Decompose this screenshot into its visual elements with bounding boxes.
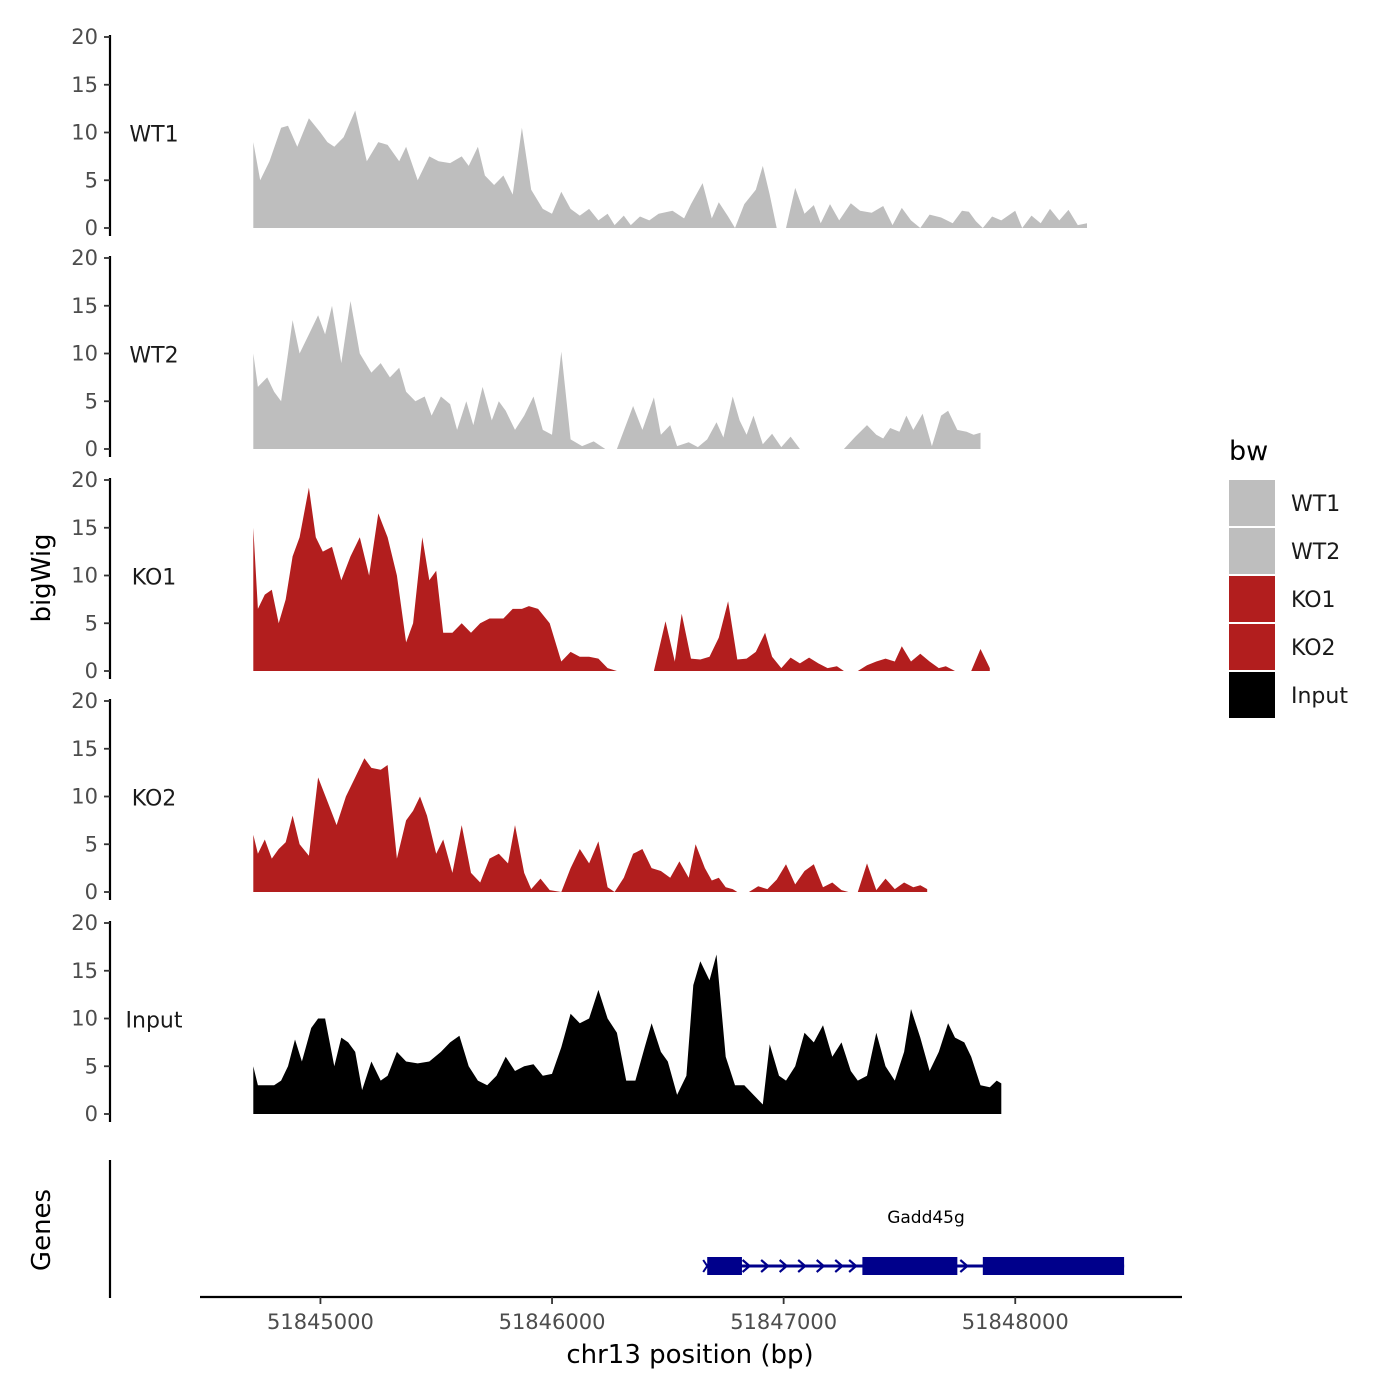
strand-arrow <box>959 1259 969 1273</box>
y-tick-label: 10 <box>71 1007 98 1031</box>
legend-swatch <box>1229 624 1275 670</box>
track-ko2-area <box>253 758 928 892</box>
legend-label: WT1 <box>1291 492 1340 517</box>
y-tick-label: 15 <box>71 959 98 983</box>
y-tick-label: 20 <box>71 25 98 49</box>
y-tick-label: 15 <box>71 294 98 318</box>
y-tick-label: 0 <box>85 216 98 240</box>
x-axis-title: chr13 position (bp) <box>566 1340 813 1370</box>
legend-title: bw <box>1229 436 1268 467</box>
track-input-area <box>253 954 1002 1114</box>
y-tick-label: 5 <box>85 389 98 413</box>
y-tick-label: 0 <box>85 437 98 461</box>
y-tick-label: 20 <box>71 246 98 270</box>
gene-exon <box>707 1257 742 1275</box>
y-tick-label: 15 <box>71 737 98 761</box>
y-tick-label: 20 <box>71 468 98 492</box>
track-input: 0 5 10 15 20 Input <box>71 911 1002 1126</box>
strand-arrow <box>760 1259 770 1273</box>
strand-arrow <box>797 1259 807 1273</box>
track-label: WT2 <box>129 344 178 369</box>
y-axis-title: bigWig <box>27 533 57 622</box>
strand-arrow <box>834 1259 844 1273</box>
track-ko1-area <box>253 487 990 671</box>
x-tick-label: 51847000 <box>730 1310 837 1334</box>
strand-arrow <box>848 1259 858 1273</box>
strand-arrow <box>778 1259 789 1273</box>
y-tick-label: 10 <box>71 342 98 366</box>
gene-exon <box>862 1257 958 1275</box>
track-label: Input <box>126 1009 183 1034</box>
legend-label: Input <box>1291 684 1348 709</box>
legend-swatch <box>1229 480 1275 526</box>
y-tick-label: 15 <box>71 73 98 97</box>
x-tick-label: 51848000 <box>962 1310 1069 1334</box>
legend-swatch <box>1229 576 1275 622</box>
strand-arrow <box>815 1259 826 1273</box>
y-tick-label: 0 <box>85 1102 98 1126</box>
y-tick-label: 10 <box>71 564 98 588</box>
track-label: KO1 <box>132 566 177 591</box>
x-tick-label: 51845000 <box>267 1310 374 1334</box>
legend: bw WT1 WT2 KO1 KO2 Input <box>1229 436 1348 718</box>
y-tick-label: 10 <box>71 121 98 145</box>
track-wt1: 0 5 10 15 20 WT1 <box>71 25 1088 240</box>
track-label: WT1 <box>129 123 178 148</box>
legend-label: WT2 <box>1291 540 1340 565</box>
y-tick-label: 15 <box>71 516 98 540</box>
track-ko1: 0 5 10 15 20 KO1 <box>71 468 990 683</box>
y-tick-label: 5 <box>85 611 98 635</box>
x-tick-label: 51846000 <box>499 1310 606 1334</box>
y-tick-label: 0 <box>85 880 98 904</box>
legend-label: KO1 <box>1291 588 1336 613</box>
y-tick-label: 10 <box>71 785 98 809</box>
track-wt2: 0 5 10 15 20 WT2 <box>71 246 981 461</box>
y-tick-label: 5 <box>85 168 98 192</box>
legend-swatch <box>1229 528 1275 574</box>
gene-track-title: Genes <box>27 1189 57 1271</box>
track-label: KO2 <box>132 787 177 812</box>
x-axis: 51845000 51846000 51847000 51848000 <box>200 1295 1182 1334</box>
strand-arrow <box>741 1259 752 1273</box>
track-wt2-area <box>253 301 981 449</box>
y-tick-label: 20 <box>71 911 98 935</box>
legend-swatch <box>1229 672 1275 718</box>
track-panels: 0 5 10 15 20 WT1 0 5 10 15 20 WT2 0 5 10 15 20 KO1 0 5 10 15 2… <box>71 25 1088 1126</box>
gene-name-label: Gadd45g <box>887 1208 965 1228</box>
gene-track: Gadd45g <box>108 1160 1125 1298</box>
track-wt1-area <box>253 110 1088 228</box>
track-ko2: 0 5 10 15 20 KO2 <box>71 689 928 904</box>
y-tick-label: 5 <box>85 1054 98 1078</box>
gene-exon <box>982 1257 1125 1275</box>
y-tick-label: 5 <box>85 832 98 856</box>
y-tick-label: 20 <box>71 689 98 713</box>
legend-label: KO2 <box>1291 636 1336 661</box>
y-tick-label: 0 <box>85 659 98 683</box>
